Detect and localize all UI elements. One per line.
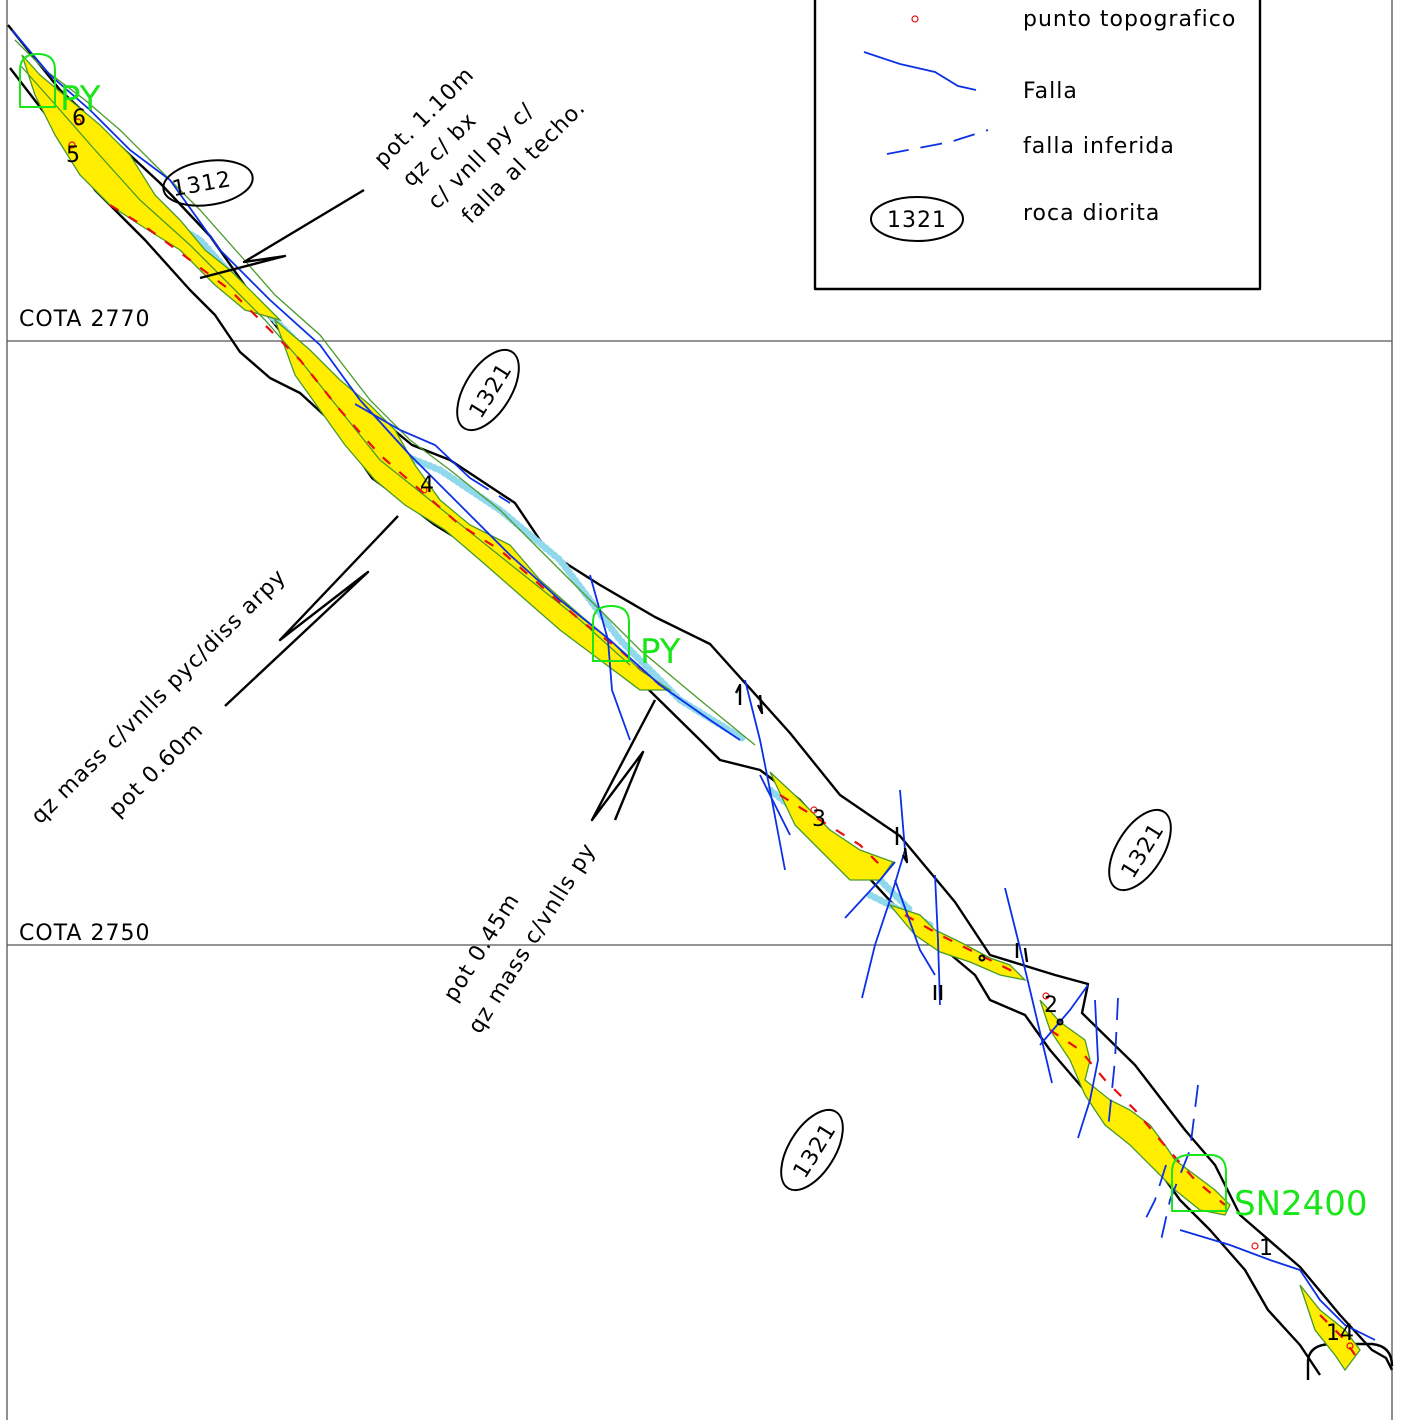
fault-line [11,29,361,401]
fault-line [1039,984,1089,1046]
topo-point-icon [810,806,818,814]
fault-line [861,789,906,999]
survey-point-label: 5 [66,143,80,168]
leader-line-note2 [224,515,399,707]
level-label-2770: COTA 2770 [19,307,150,332]
fault-line [844,861,896,919]
map-frame [6,0,1393,1420]
fault-line [354,403,471,479]
fault-line [934,874,941,1006]
vein-lens [1039,999,1231,1216]
inferred-fault-line [1144,1164,1167,1221]
topo-point-icon [978,954,986,962]
rock-ellipse [162,159,254,207]
rock-labels: 1312 1321 1321 1321 [162,159,1172,1192]
inferred-fault-line [1159,1084,1199,1246]
survey-point-label: 4 [420,473,434,498]
faults [11,29,1376,1341]
sample-tag-label: PY [60,79,101,119]
inferred-fault-line [469,477,511,504]
rock-code: 1321 [789,1119,842,1183]
sample-tag-label: SN2400 [1234,1184,1368,1224]
vein-lens [273,317,673,691]
fault-line [1299,1269,1376,1341]
fault-line [1004,887,1053,1084]
annotation-note2: qz mass c/vnlls pyc/diss arpy pot 0.60m [27,564,292,829]
legend-label-fault: Falla [1023,79,1078,104]
survey-points: 6 5 4 3 2 1 14 [66,106,1354,1350]
inferred-fault-line [1107,997,1119,1131]
note-line: qz mass c/vnlls pyc/diss arpy [27,564,292,829]
level-label-2750: COTA 2750 [19,921,150,946]
annotation-note1: pot. 1.10m qz c/ bx c/ vnll py c/ falla … [370,62,591,228]
vein-centreline [1049,1029,1226,1206]
vein-lens [21,54,283,322]
rock-code: 1321 [465,359,518,423]
sample-tag-icon [19,52,56,108]
topo-point-icon [1346,1342,1354,1350]
leader-line-note3 [590,699,657,822]
survey-point-label: 1 [1259,1236,1273,1261]
topo-point-icon [1042,992,1050,1000]
fault-line [359,399,741,741]
legend-label-rock: roca diorita [1023,201,1160,226]
survey-point-label: 14 [1326,1321,1354,1346]
vein-centreline [779,794,886,871]
sample-tag-icon [1171,1154,1227,1212]
rock-ellipse [780,1108,844,1192]
fault-line [1179,1229,1301,1271]
legend-rock-ellipse-icon [870,196,964,242]
sample-tag-label: PY [640,632,681,672]
vein-lens [1299,1284,1361,1372]
legend: punto topografico Falla falla inferida 1… [813,0,1262,291]
fault-line [894,879,936,976]
legend-label-inferred-fault: falla inferida [1023,134,1175,159]
leader-line-note1 [199,188,365,280]
rock-ellipse [456,348,520,432]
legend-label-topo-point: punto topografico [1023,7,1236,32]
legend-inferred-fault-icon [886,129,989,155]
survey-point-label: 6 [72,106,86,131]
fault-line [589,574,631,741]
topo-point-icon [1251,1242,1259,1250]
rock-code: 1321 [1117,819,1170,883]
sample-tag-icon [592,604,630,662]
sample-tags: PY PY SN2400 [19,52,1368,1224]
topo-point-icon [1056,1018,1064,1026]
vein-lens [888,903,1027,982]
vein-centreline [109,204,661,686]
topo-point-icon [420,486,428,494]
rock-ellipse [1108,808,1172,892]
legend-rock-code: 1321 [887,208,947,233]
survey-point-label: 3 [812,807,826,832]
fault-line [1077,999,1099,1139]
topo-point-icon [74,118,82,126]
topo-point-icon [68,141,76,149]
leader-lines [199,188,657,822]
fault-line [744,679,786,871]
vein-centreline [1319,1314,1356,1356]
fault-displacement-arrows [734,683,1029,1000]
annotation-note3: pot 0.45m qz mass c/vnlls py [439,839,601,1038]
legend-fault-icon [863,51,977,91]
vein-lens [769,771,895,881]
legend-topo-point-icon [911,15,919,23]
fault-line [759,774,791,836]
survey-point-label: 2 [1044,993,1058,1018]
rock-code: 1312 [170,167,233,202]
